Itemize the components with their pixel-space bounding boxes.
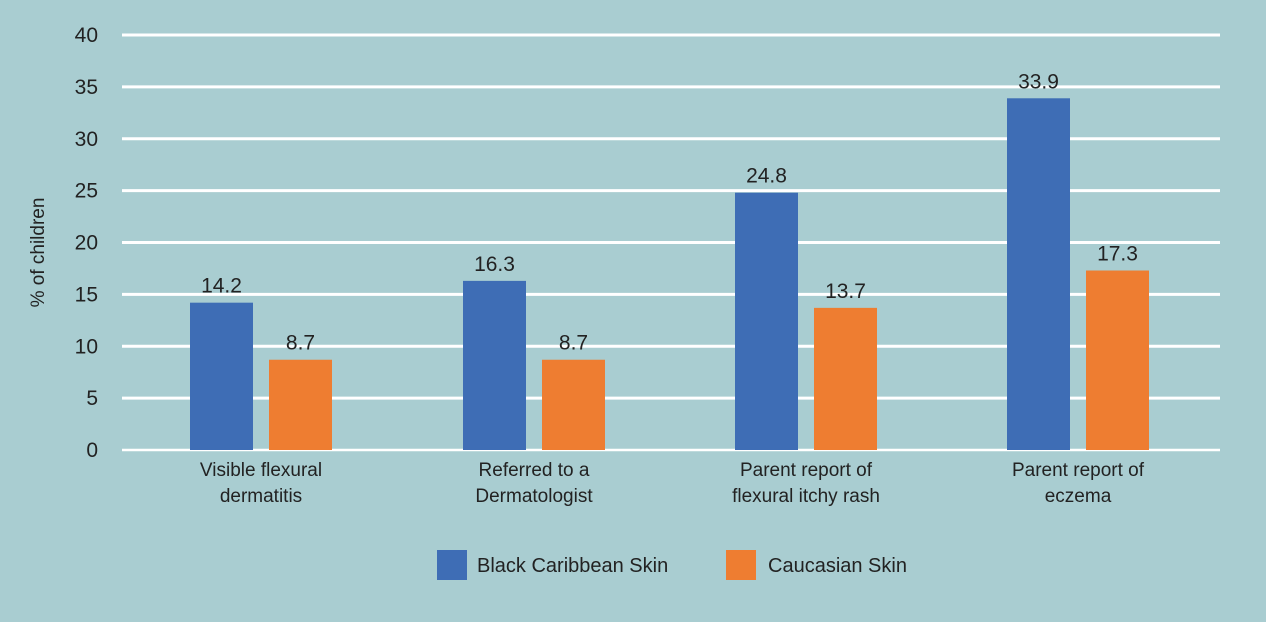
y-tick-label: 5 [86, 387, 98, 410]
x-category-label: flexural itchy rash [732, 486, 880, 507]
data-label: 17.3 [1097, 243, 1138, 266]
x-category-label: Dermatologist [475, 486, 593, 507]
legend-swatch-black-caribbean [437, 550, 467, 580]
bar-caucasian [814, 307, 877, 450]
y-tick-label: 35 [75, 76, 98, 99]
x-category-label: Referred to a [479, 460, 590, 481]
y-tick-label: 25 [75, 180, 98, 203]
bar-caucasian [1086, 270, 1149, 450]
bar-black-caribbean [1007, 98, 1070, 450]
y-tick-label: 15 [75, 283, 98, 306]
bar-black-caribbean [463, 280, 526, 450]
y-tick-label: 0 [86, 439, 98, 462]
data-label: 24.8 [746, 165, 787, 188]
y-tick-label: 30 [75, 128, 98, 151]
data-label: 8.7 [559, 332, 588, 355]
data-label: 8.7 [286, 332, 315, 355]
y-axis-title: % of children [28, 198, 49, 308]
legend-label: Caucasian Skin [768, 555, 907, 577]
x-category-label: Visible flexural [200, 460, 322, 481]
x-category-label: eczema [1045, 486, 1112, 507]
legend-label: Black Caribbean Skin [477, 555, 668, 577]
y-tick-label: 40 [75, 24, 98, 47]
data-label: 13.7 [825, 280, 866, 303]
data-label: 16.3 [474, 253, 515, 276]
data-label: 33.9 [1018, 70, 1059, 93]
bar-caucasian [269, 359, 332, 450]
bar-black-caribbean [735, 192, 798, 450]
data-label: 14.2 [201, 275, 242, 298]
y-tick-label: 10 [75, 335, 98, 358]
x-category-label: dermatitis [220, 486, 302, 507]
legend-swatch-caucasian [726, 550, 756, 580]
bar-caucasian [542, 359, 605, 450]
y-tick-label: 20 [75, 232, 98, 255]
x-category-label: Parent report of [1012, 460, 1145, 481]
x-category-label: Parent report of [740, 460, 873, 481]
bar-black-caribbean [190, 302, 253, 450]
